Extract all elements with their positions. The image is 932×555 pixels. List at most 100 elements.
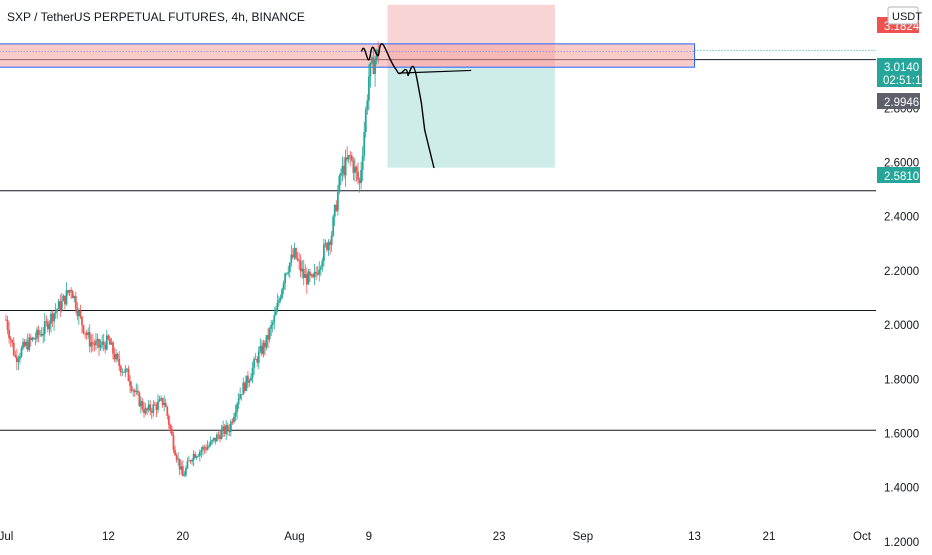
candle	[208, 442, 211, 449]
candle	[240, 394, 243, 401]
candle	[157, 394, 159, 414]
candle	[223, 424, 226, 437]
candle	[304, 264, 307, 279]
candle	[177, 452, 180, 466]
candle	[217, 431, 220, 440]
candle	[51, 310, 54, 327]
candle	[250, 373, 252, 381]
candle	[174, 445, 176, 456]
candle	[257, 346, 260, 370]
candle	[268, 326, 271, 343]
candle	[344, 149, 347, 187]
candle	[310, 273, 313, 278]
candle	[19, 352, 21, 364]
candle	[288, 261, 291, 279]
candle	[209, 436, 212, 447]
candle	[104, 341, 107, 354]
candle	[180, 460, 183, 475]
candle	[79, 304, 82, 320]
candle	[91, 333, 94, 352]
candle	[329, 239, 332, 255]
time-tick-label: 21	[763, 531, 776, 543]
candle	[62, 294, 65, 302]
target-price-tag[interactable]: 2.5810	[877, 167, 920, 183]
time-axis[interactable]: Jul 12 20 Aug 9 23 Sep 13 21 Oct	[0, 531, 872, 543]
candle	[363, 121, 366, 161]
candle	[206, 440, 209, 451]
candle	[67, 289, 69, 296]
candle	[336, 184, 339, 216]
candle	[242, 377, 245, 395]
candle	[326, 241, 328, 252]
candle	[33, 337, 35, 340]
currency-button[interactable]: USDT	[887, 6, 922, 25]
candle	[219, 429, 221, 443]
candle	[270, 319, 273, 337]
candle	[163, 395, 166, 412]
candle	[8, 321, 11, 344]
candle	[282, 280, 285, 295]
candle	[262, 339, 265, 358]
candle	[254, 352, 257, 360]
candle	[198, 449, 201, 462]
candle	[166, 405, 169, 420]
price-tick-label: 2.4000	[884, 212, 919, 224]
candle	[313, 263, 316, 286]
candle	[115, 348, 118, 363]
resistance-zone[interactable]	[0, 43, 696, 68]
candle	[324, 239, 327, 248]
candle	[70, 287, 73, 300]
candle	[158, 395, 161, 403]
candle	[140, 396, 142, 414]
candle	[107, 333, 110, 341]
candle	[161, 397, 164, 408]
candle	[274, 306, 277, 316]
candle	[73, 295, 76, 302]
candle	[265, 335, 268, 351]
candle	[197, 453, 200, 458]
candle	[322, 238, 325, 267]
candle	[316, 265, 319, 277]
candle	[45, 315, 48, 327]
candle	[108, 336, 111, 345]
candle	[152, 400, 155, 417]
candle	[273, 307, 276, 330]
candle	[20, 345, 23, 358]
candle	[347, 154, 350, 164]
svg-text:3.0140: 3.0140	[884, 62, 919, 74]
candle	[129, 375, 131, 393]
candle	[305, 267, 308, 295]
time-tick-label: 13	[688, 531, 701, 543]
current-price-tag[interactable]: 3.0140 02:51:11	[877, 58, 927, 87]
candlestick-series	[5, 41, 380, 478]
svg-text:USDT: USDT	[892, 11, 922, 23]
time-tick-label: Aug	[284, 531, 304, 543]
candle	[330, 231, 333, 252]
candle	[118, 351, 121, 371]
candle	[374, 56, 376, 87]
candle	[228, 424, 231, 437]
take-profit-zone[interactable]	[387, 67, 555, 168]
candle	[226, 422, 229, 436]
candle	[171, 425, 173, 436]
hand-drawn-projection[interactable]	[360, 43, 435, 169]
candle	[349, 151, 352, 166]
candle	[87, 327, 90, 339]
candle	[14, 350, 17, 359]
candle	[285, 272, 288, 276]
candle	[102, 333, 105, 352]
candle	[112, 340, 114, 360]
candle	[341, 156, 344, 182]
candle	[146, 407, 149, 416]
candle	[309, 268, 311, 283]
hand-drawn-stroke[interactable]	[397, 69, 472, 74]
line-price-tag[interactable]: 2.9946	[877, 93, 920, 109]
candle	[5, 314, 7, 321]
candle	[167, 414, 170, 429]
price-axis[interactable]: 2.80002.60002.40002.20002.00001.80001.60…	[884, 103, 919, 548]
candle	[169, 423, 172, 434]
svg-text:02:51:11: 02:51:11	[883, 75, 927, 87]
candle	[301, 259, 304, 279]
